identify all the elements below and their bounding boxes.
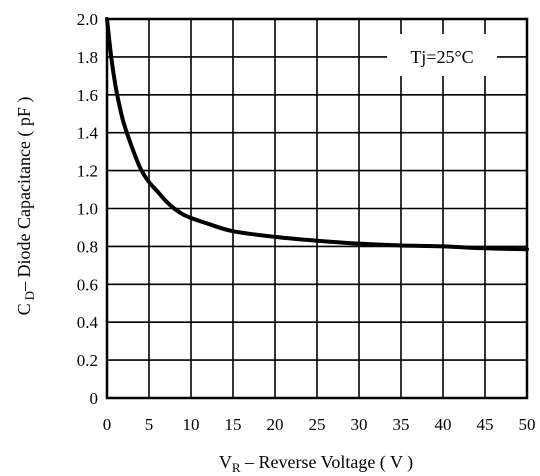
y-tick-label: 1.0 (77, 200, 98, 219)
x-tick-label: 0 (103, 415, 112, 434)
y-tick-label: 0 (90, 389, 99, 408)
y-tick-label: 1.2 (77, 162, 98, 181)
x-tick-label: 10 (183, 415, 200, 434)
x-tick-labels: 0 5 10 15 20 25 30 35 40 45 50 (103, 415, 536, 434)
y-tick-label: 0.2 (77, 351, 98, 370)
x-axis-label-main: V (219, 452, 232, 472)
x-tick-label: 45 (477, 415, 494, 434)
y-tick-label: 1.8 (77, 48, 98, 67)
x-tick-label: 25 (309, 415, 326, 434)
y-axis-label-sub: D (22, 291, 37, 300)
x-axis-label-rest: – Reverse Voltage ( V ) (241, 452, 414, 473)
x-axis-label: VR – Reverse Voltage ( V ) (219, 452, 413, 475)
y-tick-label: 2.0 (77, 10, 98, 29)
plot-frame (105, 17, 529, 400)
y-tick-label: 1.4 (77, 124, 99, 143)
x-tick-label: 40 (435, 415, 452, 434)
y-tick-label: 1.6 (77, 86, 98, 105)
annotation-label: Tj=25°C (410, 47, 473, 67)
y-tick-label: 0.4 (77, 313, 99, 332)
series-line (105, 17, 529, 252)
x-tick-label: 30 (351, 415, 368, 434)
x-tick-label: 20 (267, 415, 284, 434)
x-tick-label: 15 (225, 415, 242, 434)
x-tick-label: 50 (519, 415, 536, 434)
x-tick-label: 5 (145, 415, 154, 434)
y-axis-label: CD– Diode Capacitance ( pF ) (14, 97, 37, 316)
annotation-box (387, 34, 497, 76)
y-tick-label: 0.6 (77, 275, 98, 294)
y-tick-label: 0.8 (77, 237, 98, 256)
y-axis-label-main: C (14, 303, 34, 315)
x-tick-label: 35 (393, 415, 410, 434)
y-axis-label-rest: – Diode Capacitance ( pF ) (14, 97, 35, 292)
y-tick-labels: 0 0.2 0.4 0.6 0.8 1.0 1.2 1.4 1.6 1.8 2.0 (77, 10, 99, 408)
x-axis-label-sub: R (232, 460, 241, 475)
